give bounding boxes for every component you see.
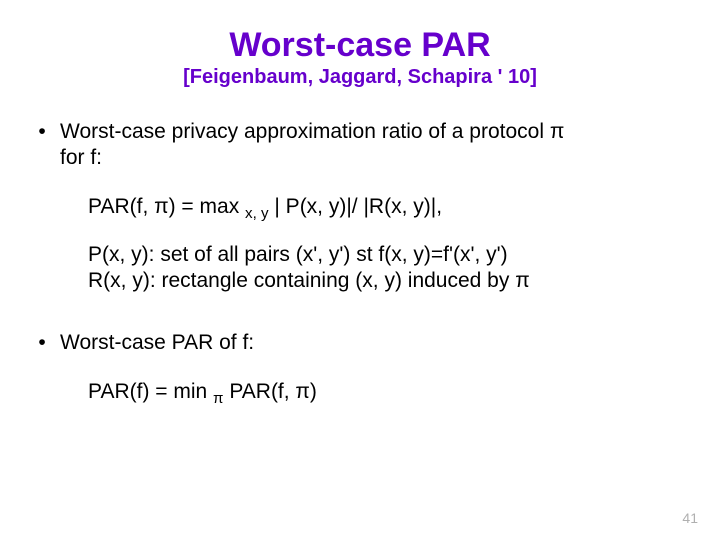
bullet-2-text: Worst-case PAR of f:: [60, 330, 686, 356]
page-number: 41: [682, 510, 698, 526]
bullet-1-line-b: for f:: [60, 146, 102, 169]
formula2-a: PAR(f) = min: [88, 380, 213, 403]
bullet-dot-icon: •: [34, 330, 50, 356]
bullet-1-text: Worst-case privacy approximation ratio o…: [60, 119, 686, 172]
def-R: R(x, y): rectangle containing (x, y) ind…: [88, 268, 686, 294]
slide-body: • Worst-case privacy approximation ratio…: [34, 119, 686, 405]
formula1-sub: x, y: [245, 205, 269, 222]
formula-par-protocol: PAR(f, π) = max x, y | P(x, y)|/ |R(x, y…: [88, 194, 686, 220]
formula1-b: | P(x, y)|/ |R(x, y)|,: [269, 195, 442, 218]
slide-subtitle: [Feigenbaum, Jaggard, Schapira ' 10]: [34, 66, 686, 89]
slide: Worst-case PAR [Feigenbaum, Jaggard, Sch…: [0, 0, 720, 540]
def-P: P(x, y): set of all pairs (x', y') st f(…: [88, 242, 686, 268]
formula2-b: PAR(f, π): [223, 380, 316, 403]
slide-title: Worst-case PAR: [34, 28, 686, 62]
bullet-1: • Worst-case privacy approximation ratio…: [34, 119, 686, 172]
bullet-dot-icon: •: [34, 119, 50, 172]
bullet-1-line-a: Worst-case privacy approximation ratio o…: [60, 120, 564, 143]
formula-par-f: PAR(f) = min π PAR(f, π): [88, 379, 686, 405]
formula1-a: PAR(f, π) = max: [88, 195, 245, 218]
formula2-sub: π: [213, 390, 223, 407]
definitions-block: P(x, y): set of all pairs (x', y') st f(…: [88, 242, 686, 295]
bullet-2: • Worst-case PAR of f:: [34, 330, 686, 356]
